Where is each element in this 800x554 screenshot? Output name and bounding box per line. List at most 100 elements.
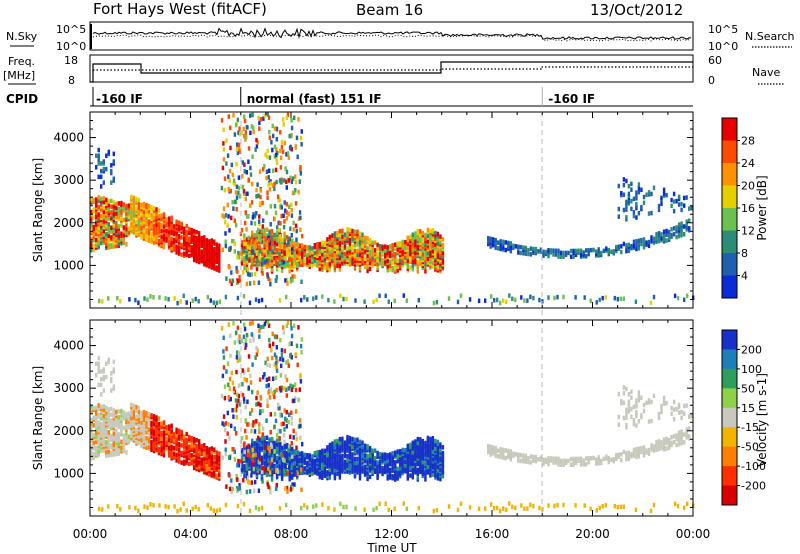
echo-cell bbox=[160, 222, 163, 228]
echo-cell bbox=[683, 297, 686, 302]
echo-cell bbox=[662, 187, 666, 193]
echo-cell bbox=[177, 249, 181, 254]
echo-cell bbox=[328, 454, 332, 459]
echo-cell bbox=[622, 177, 626, 182]
echo-cell bbox=[237, 250, 240, 256]
echo-cell bbox=[238, 149, 242, 154]
echo-cell bbox=[632, 451, 636, 456]
echo-cell bbox=[240, 457, 244, 463]
echo-cell bbox=[627, 199, 631, 204]
echo-cell bbox=[122, 444, 126, 450]
echo-cell bbox=[188, 454, 191, 459]
echo-cell bbox=[579, 456, 583, 461]
echo-cell bbox=[145, 216, 148, 221]
echo-cell bbox=[625, 243, 628, 248]
echo-cell bbox=[605, 246, 608, 251]
echo-cell bbox=[373, 456, 377, 461]
echo-cell bbox=[366, 461, 369, 466]
echo-cell bbox=[145, 410, 148, 416]
echo-cell bbox=[683, 403, 686, 409]
echo-cell bbox=[195, 253, 198, 258]
echo-cell bbox=[274, 257, 278, 262]
echo-cell bbox=[630, 414, 633, 420]
echo-cell bbox=[218, 299, 221, 305]
echo-cell bbox=[180, 443, 183, 448]
echo-cell bbox=[640, 449, 643, 455]
echo-cell bbox=[95, 201, 98, 206]
echo-cell bbox=[95, 222, 98, 227]
echo-cell bbox=[249, 321, 252, 326]
echo-cell bbox=[268, 129, 271, 135]
echo-cell bbox=[243, 322, 246, 327]
echo-cell bbox=[237, 190, 240, 196]
echo-cell bbox=[198, 231, 201, 236]
echo-cell bbox=[660, 195, 663, 201]
noise-search-trace bbox=[92, 34, 691, 42]
echo-cell bbox=[102, 408, 105, 413]
echo-cell bbox=[145, 222, 148, 227]
echo-cell bbox=[243, 244, 246, 250]
echo-cell bbox=[294, 188, 297, 193]
echo-cell bbox=[424, 242, 427, 247]
echo-cell bbox=[272, 341, 275, 347]
echo-cell bbox=[502, 453, 505, 458]
echo-cell bbox=[167, 297, 170, 302]
echo-cell bbox=[650, 447, 653, 452]
echo-cell bbox=[384, 259, 387, 265]
echo-cell bbox=[127, 417, 131, 422]
echo-cell bbox=[411, 245, 414, 251]
echo-cell bbox=[688, 414, 691, 419]
echo-cell bbox=[650, 443, 653, 448]
echo-cell bbox=[237, 175, 241, 180]
echo-cell bbox=[323, 240, 327, 246]
echo-cell bbox=[190, 235, 193, 240]
echo-cell bbox=[231, 172, 234, 178]
echo-cell bbox=[275, 156, 278, 162]
echo-cell bbox=[396, 268, 399, 273]
echo-cell bbox=[275, 241, 279, 247]
echo-cell bbox=[280, 155, 283, 161]
echo-cell bbox=[259, 446, 262, 451]
echo-cell bbox=[115, 215, 118, 220]
echo-cell bbox=[622, 449, 626, 455]
echo-cell bbox=[502, 245, 505, 250]
echo-cell bbox=[312, 296, 315, 301]
echo-cell bbox=[215, 473, 218, 478]
echo-cell bbox=[223, 422, 226, 427]
echo-cell bbox=[300, 469, 303, 475]
echo-cell bbox=[280, 247, 284, 252]
echo-cell bbox=[188, 226, 191, 232]
echo-cell bbox=[316, 242, 319, 247]
echo-cell bbox=[203, 235, 206, 240]
echo-cell bbox=[107, 199, 110, 204]
echo-cell bbox=[147, 444, 151, 450]
echo-cell bbox=[311, 246, 314, 251]
echo-cell bbox=[254, 147, 257, 152]
echo-cell bbox=[313, 458, 316, 464]
echo-cell bbox=[637, 182, 641, 187]
echo-cell bbox=[271, 246, 275, 251]
echo-cell bbox=[313, 470, 316, 475]
echo-cell bbox=[670, 405, 673, 411]
echo-cell bbox=[185, 454, 188, 460]
echo-cell bbox=[399, 449, 402, 454]
echo-cell bbox=[232, 206, 235, 211]
echo-cell bbox=[110, 180, 113, 185]
echo-cell bbox=[672, 407, 676, 412]
echo-cell bbox=[354, 298, 357, 303]
echo-cell bbox=[122, 433, 126, 438]
echo-cell bbox=[273, 204, 277, 209]
echo-cell bbox=[276, 225, 279, 230]
echo-cell bbox=[102, 196, 105, 201]
echo-cell bbox=[243, 169, 246, 174]
echo-cell bbox=[544, 249, 548, 255]
echo-cell bbox=[140, 202, 143, 208]
echo-cell bbox=[102, 440, 105, 446]
echo-cell bbox=[122, 448, 126, 454]
echo-cell bbox=[162, 452, 166, 458]
echo-cell bbox=[237, 278, 240, 284]
echo-cell bbox=[278, 230, 281, 236]
echo-cell bbox=[368, 237, 372, 243]
echo-cell bbox=[110, 225, 113, 230]
echo-cell bbox=[378, 293, 381, 298]
